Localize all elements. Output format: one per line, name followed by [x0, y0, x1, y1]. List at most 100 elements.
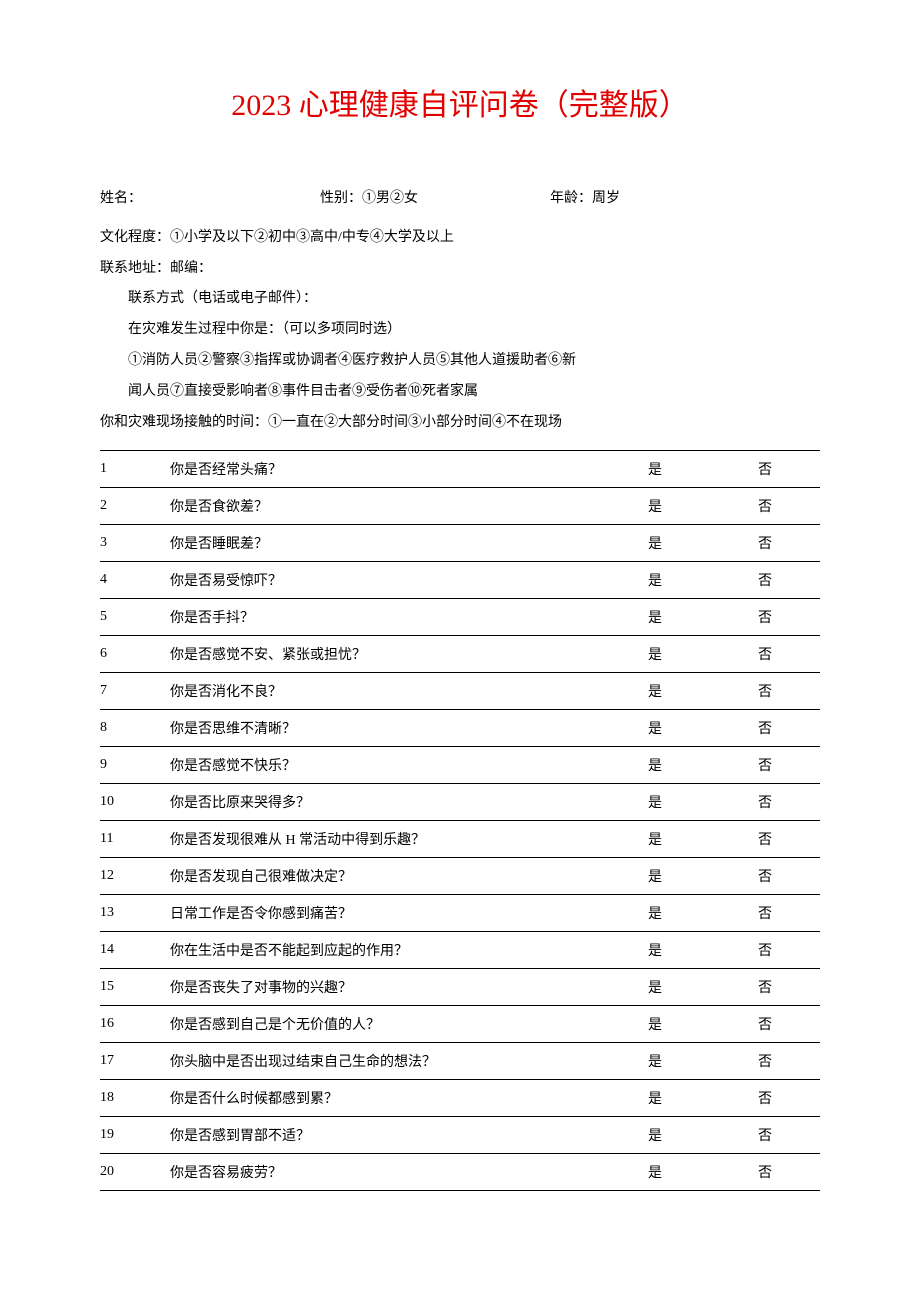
table-row: 1你是否经常头痛？是否 [100, 451, 820, 488]
answer-yes[interactable]: 是 [600, 747, 710, 784]
answer-yes[interactable]: 是 [600, 969, 710, 1006]
table-row: 19你是否感到胃部不适？是否 [100, 1117, 820, 1154]
answer-yes[interactable]: 是 [600, 1006, 710, 1043]
disaster-contact-label: 你和灾难现场接触的时间：①一直在②大部分时间③小部分时间④不在现场 [100, 408, 820, 439]
answer-yes[interactable]: 是 [600, 932, 710, 969]
answer-yes[interactable]: 是 [600, 562, 710, 599]
question-number: 11 [100, 821, 170, 858]
disaster-role-options-line2: 闻人员⑦直接受影响者⑧事件目击者⑨受伤者⑩死者家属 [100, 377, 820, 408]
answer-no[interactable]: 否 [710, 488, 820, 525]
question-number: 8 [100, 710, 170, 747]
answer-no[interactable]: 否 [710, 969, 820, 1006]
table-row: 14你在生活中是否不能起到应起的作用？是否 [100, 932, 820, 969]
question-text: 你是否丧失了对事物的兴趣？ [170, 969, 600, 1006]
question-number: 12 [100, 858, 170, 895]
answer-yes[interactable]: 是 [600, 858, 710, 895]
question-text: 你是否感到自己是个无价值的人？ [170, 1006, 600, 1043]
name-field-label: 姓名： [100, 184, 320, 215]
question-number: 13 [100, 895, 170, 932]
question-text: 你是否容易疲劳？ [170, 1154, 600, 1191]
question-text: 你在生活中是否不能起到应起的作用？ [170, 932, 600, 969]
question-text: 你是否经常头痛？ [170, 451, 600, 488]
table-row: 15你是否丧失了对事物的兴趣？是否 [100, 969, 820, 1006]
answer-yes[interactable]: 是 [600, 525, 710, 562]
question-number: 16 [100, 1006, 170, 1043]
table-row: 3你是否睡眠差？是否 [100, 525, 820, 562]
answer-no[interactable]: 否 [710, 1043, 820, 1080]
answer-yes[interactable]: 是 [600, 599, 710, 636]
answer-no[interactable]: 否 [710, 1154, 820, 1191]
page-title: 2023 心理健康自评问卷（完整版） [100, 80, 820, 124]
answer-no[interactable]: 否 [710, 636, 820, 673]
question-number: 20 [100, 1154, 170, 1191]
question-text: 你是否思维不清晰？ [170, 710, 600, 747]
answer-no[interactable]: 否 [710, 821, 820, 858]
table-row: 13日常工作是否令你感到痛苦？是否 [100, 895, 820, 932]
question-text: 你是否感觉不快乐？ [170, 747, 600, 784]
question-text: 你是否感到胃部不适？ [170, 1117, 600, 1154]
answer-no[interactable]: 否 [710, 895, 820, 932]
answer-no[interactable]: 否 [710, 599, 820, 636]
answer-no[interactable]: 否 [710, 451, 820, 488]
answer-yes[interactable]: 是 [600, 784, 710, 821]
question-number: 1 [100, 451, 170, 488]
age-field-label: 年龄：周岁 [550, 184, 620, 215]
table-row: 8你是否思维不清晰？是否 [100, 710, 820, 747]
table-row: 17你头脑中是否出现过结束自己生命的想法？是否 [100, 1043, 820, 1080]
answer-no[interactable]: 否 [710, 1006, 820, 1043]
question-text: 你是否易受惊吓？ [170, 562, 600, 599]
table-row: 9你是否感觉不快乐？是否 [100, 747, 820, 784]
answer-no[interactable]: 否 [710, 932, 820, 969]
table-row: 10你是否比原来哭得多？是否 [100, 784, 820, 821]
answer-no[interactable]: 否 [710, 525, 820, 562]
answer-no[interactable]: 否 [710, 562, 820, 599]
question-text: 你是否食欲差？ [170, 488, 600, 525]
contact-label: 联系方式（电话或电子邮件）： [100, 284, 820, 315]
question-number: 19 [100, 1117, 170, 1154]
question-number: 7 [100, 673, 170, 710]
table-row: 12你是否发现自己很难做决定？是否 [100, 858, 820, 895]
answer-no[interactable]: 否 [710, 784, 820, 821]
answer-yes[interactable]: 是 [600, 895, 710, 932]
answer-yes[interactable]: 是 [600, 710, 710, 747]
question-text: 你是否消化不良？ [170, 673, 600, 710]
answer-no[interactable]: 否 [710, 1080, 820, 1117]
question-number: 14 [100, 932, 170, 969]
answer-no[interactable]: 否 [710, 747, 820, 784]
answer-no[interactable]: 否 [710, 673, 820, 710]
table-row: 5你是否手抖？是否 [100, 599, 820, 636]
table-row: 7你是否消化不良？是否 [100, 673, 820, 710]
question-text: 日常工作是否令你感到痛苦？ [170, 895, 600, 932]
answer-yes[interactable]: 是 [600, 488, 710, 525]
answer-yes[interactable]: 是 [600, 1080, 710, 1117]
answer-yes[interactable]: 是 [600, 636, 710, 673]
form-section: 姓名： 性别：①男②女 年龄：周岁 文化程度：①小学及以下②初中③高中/中专④大… [100, 184, 820, 438]
question-text: 你是否发现很难从 H 常活动中得到乐趣？ [170, 821, 600, 858]
answer-no[interactable]: 否 [710, 710, 820, 747]
question-number: 4 [100, 562, 170, 599]
question-number: 6 [100, 636, 170, 673]
table-row: 20你是否容易疲劳？是否 [100, 1154, 820, 1191]
answer-yes[interactable]: 是 [600, 1043, 710, 1080]
disaster-role-options-line1: ①消防人员②警察③指挥或协调者④医疗救护人员⑤其他人道援助者⑥新 [100, 346, 820, 377]
question-text: 你是否比原来哭得多？ [170, 784, 600, 821]
table-row: 18你是否什么时候都感到累？是否 [100, 1080, 820, 1117]
education-label: 文化程度：①小学及以下②初中③高中/中专④大学及以上 [100, 223, 820, 254]
answer-no[interactable]: 否 [710, 858, 820, 895]
answer-yes[interactable]: 是 [600, 1117, 710, 1154]
question-text: 你是否什么时候都感到累？ [170, 1080, 600, 1117]
answer-yes[interactable]: 是 [600, 1154, 710, 1191]
question-text: 你是否感觉不安、紧张或担忧？ [170, 636, 600, 673]
question-text: 你是否发现自己很难做决定？ [170, 858, 600, 895]
question-number: 17 [100, 1043, 170, 1080]
answer-yes[interactable]: 是 [600, 673, 710, 710]
table-row: 4你是否易受惊吓？是否 [100, 562, 820, 599]
form-row-basic: 姓名： 性别：①男②女 年龄：周岁 [100, 184, 820, 215]
question-table: 1你是否经常头痛？是否2你是否食欲差？是否3你是否睡眠差？是否4你是否易受惊吓？… [100, 451, 820, 1191]
disaster-role-label: 在灾难发生过程中你是：（可以多项同时选） [100, 315, 820, 346]
answer-yes[interactable]: 是 [600, 451, 710, 488]
question-text: 你头脑中是否出现过结束自己生命的想法？ [170, 1043, 600, 1080]
answer-yes[interactable]: 是 [600, 821, 710, 858]
table-row: 6你是否感觉不安、紧张或担忧？是否 [100, 636, 820, 673]
answer-no[interactable]: 否 [710, 1117, 820, 1154]
